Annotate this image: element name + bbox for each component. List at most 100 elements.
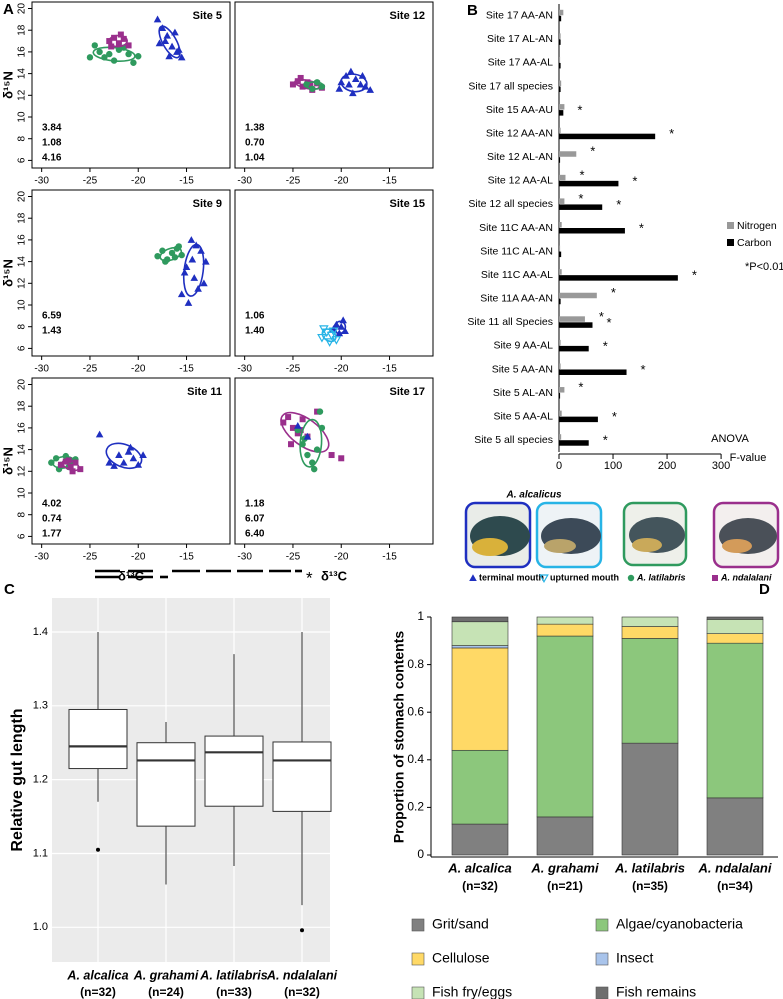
- bar-segment: [621, 638, 679, 744]
- bar: [559, 440, 589, 446]
- overlap-value: 1.77: [42, 529, 62, 540]
- bar: [559, 387, 565, 393]
- panel-title: Site 12: [390, 10, 425, 22]
- overlap-value: 1.43: [42, 326, 62, 337]
- point: [67, 463, 74, 470]
- y-tick-label: 10: [17, 487, 28, 499]
- x-tick-label: -25: [83, 552, 98, 563]
- bar-segment: [621, 616, 679, 627]
- y-tick-label: 1.2: [33, 774, 48, 786]
- overlap-value: 3.84: [42, 123, 62, 134]
- bar: [559, 393, 561, 399]
- point: [125, 42, 132, 49]
- point: [154, 252, 161, 260]
- category-label: Site 12 all species: [468, 198, 553, 210]
- bar-segment: [451, 621, 509, 646]
- n-label: (n=35): [632, 879, 668, 893]
- box: [204, 735, 264, 807]
- n-label: (n=33): [216, 985, 252, 999]
- point: [110, 462, 118, 469]
- point: [356, 80, 365, 88]
- point: [361, 82, 370, 90]
- x-tick-label: A. latilabris: [199, 968, 267, 982]
- point: [105, 458, 114, 466]
- sea-ellipse: [108, 34, 128, 48]
- y-tick-label: 20: [17, 3, 28, 15]
- bar-segment: [536, 623, 594, 637]
- y-tick-label: 14: [17, 256, 28, 268]
- point: [134, 460, 143, 468]
- x-tick-label: -25: [83, 364, 98, 375]
- category-label: Site 12 AA-AL: [488, 175, 554, 187]
- point: [190, 274, 199, 281]
- x-tick-label: 300: [712, 460, 730, 472]
- point: [130, 59, 137, 66]
- plot-frame: [234, 377, 434, 545]
- panel-title: Site 9: [193, 198, 222, 210]
- overlap-value: 1.08: [42, 138, 62, 149]
- sea-ellipse: [333, 320, 347, 335]
- y-axis-label: δ¹⁵N: [0, 447, 15, 475]
- bar: [559, 33, 561, 39]
- legend-label: Grit/sand: [432, 916, 489, 932]
- legend-label: A. latilabris: [636, 572, 686, 582]
- significance: *: [306, 568, 313, 587]
- legend-swatch: [595, 918, 609, 932]
- category-label: Site 5 AA-AL: [493, 410, 553, 422]
- y-tick-label: 8: [17, 323, 28, 329]
- point: [366, 86, 375, 93]
- overlap-value: 1.06: [245, 311, 265, 322]
- point: [86, 54, 94, 61]
- point: [69, 468, 76, 475]
- bar: [559, 339, 561, 346]
- bar: [559, 369, 627, 375]
- point: [280, 419, 287, 426]
- x-axis-label: ANOVA: [711, 433, 749, 445]
- legend-swatch: [595, 952, 609, 966]
- y-tick-label: 16: [17, 234, 28, 246]
- point: [115, 451, 123, 459]
- point: [177, 53, 186, 61]
- y-tick-label: 1.1: [33, 847, 48, 859]
- x-tick-label: -15: [179, 364, 194, 375]
- point: [95, 430, 104, 438]
- overlap-value: 6.07: [245, 514, 265, 525]
- x-tick-label: -25: [286, 364, 301, 375]
- x-tick-label: -20: [334, 176, 349, 187]
- point: [311, 465, 318, 473]
- bar: [559, 363, 561, 369]
- sea-ellipse: [92, 46, 136, 63]
- category-label: Site 11C AA-AL: [481, 269, 553, 281]
- sea-ellipse: [280, 411, 330, 453]
- point: [158, 24, 167, 32]
- point: [163, 31, 172, 39]
- x-tick-label: -30: [237, 552, 252, 563]
- point: [117, 31, 124, 38]
- bar: [559, 56, 561, 63]
- overlap-value: 6.59: [42, 311, 62, 322]
- legend-label: terminal mouth: [479, 572, 544, 582]
- y-tick-label: 8: [17, 135, 28, 141]
- sea-ellipse: [182, 243, 205, 297]
- point: [159, 247, 166, 254]
- bar: [559, 410, 562, 417]
- point: [351, 75, 360, 83]
- point: [184, 299, 193, 306]
- point: [345, 80, 353, 88]
- legend-label: Algae/cyanobacteria: [616, 916, 743, 932]
- bar: [559, 104, 565, 110]
- point: [57, 461, 64, 468]
- bar: [559, 228, 625, 234]
- category-label: Site 5 all species: [474, 434, 553, 446]
- bar-segment: [451, 645, 509, 649]
- significance: *: [639, 220, 644, 235]
- category-label: Site 11 all Species: [467, 316, 553, 328]
- bar: [559, 151, 577, 157]
- fish-belly: [632, 538, 662, 552]
- significance: *: [632, 173, 637, 188]
- point: [338, 455, 345, 462]
- y-tick-label: 0.6: [407, 704, 424, 718]
- bar-segment: [706, 797, 764, 856]
- category-label: Site 15 AA-AU: [486, 104, 553, 116]
- legend-marker: [627, 574, 635, 582]
